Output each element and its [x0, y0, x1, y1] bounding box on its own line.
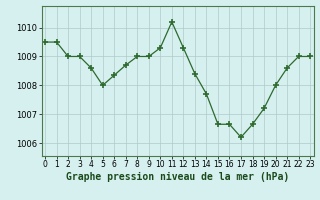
- X-axis label: Graphe pression niveau de la mer (hPa): Graphe pression niveau de la mer (hPa): [66, 172, 289, 182]
